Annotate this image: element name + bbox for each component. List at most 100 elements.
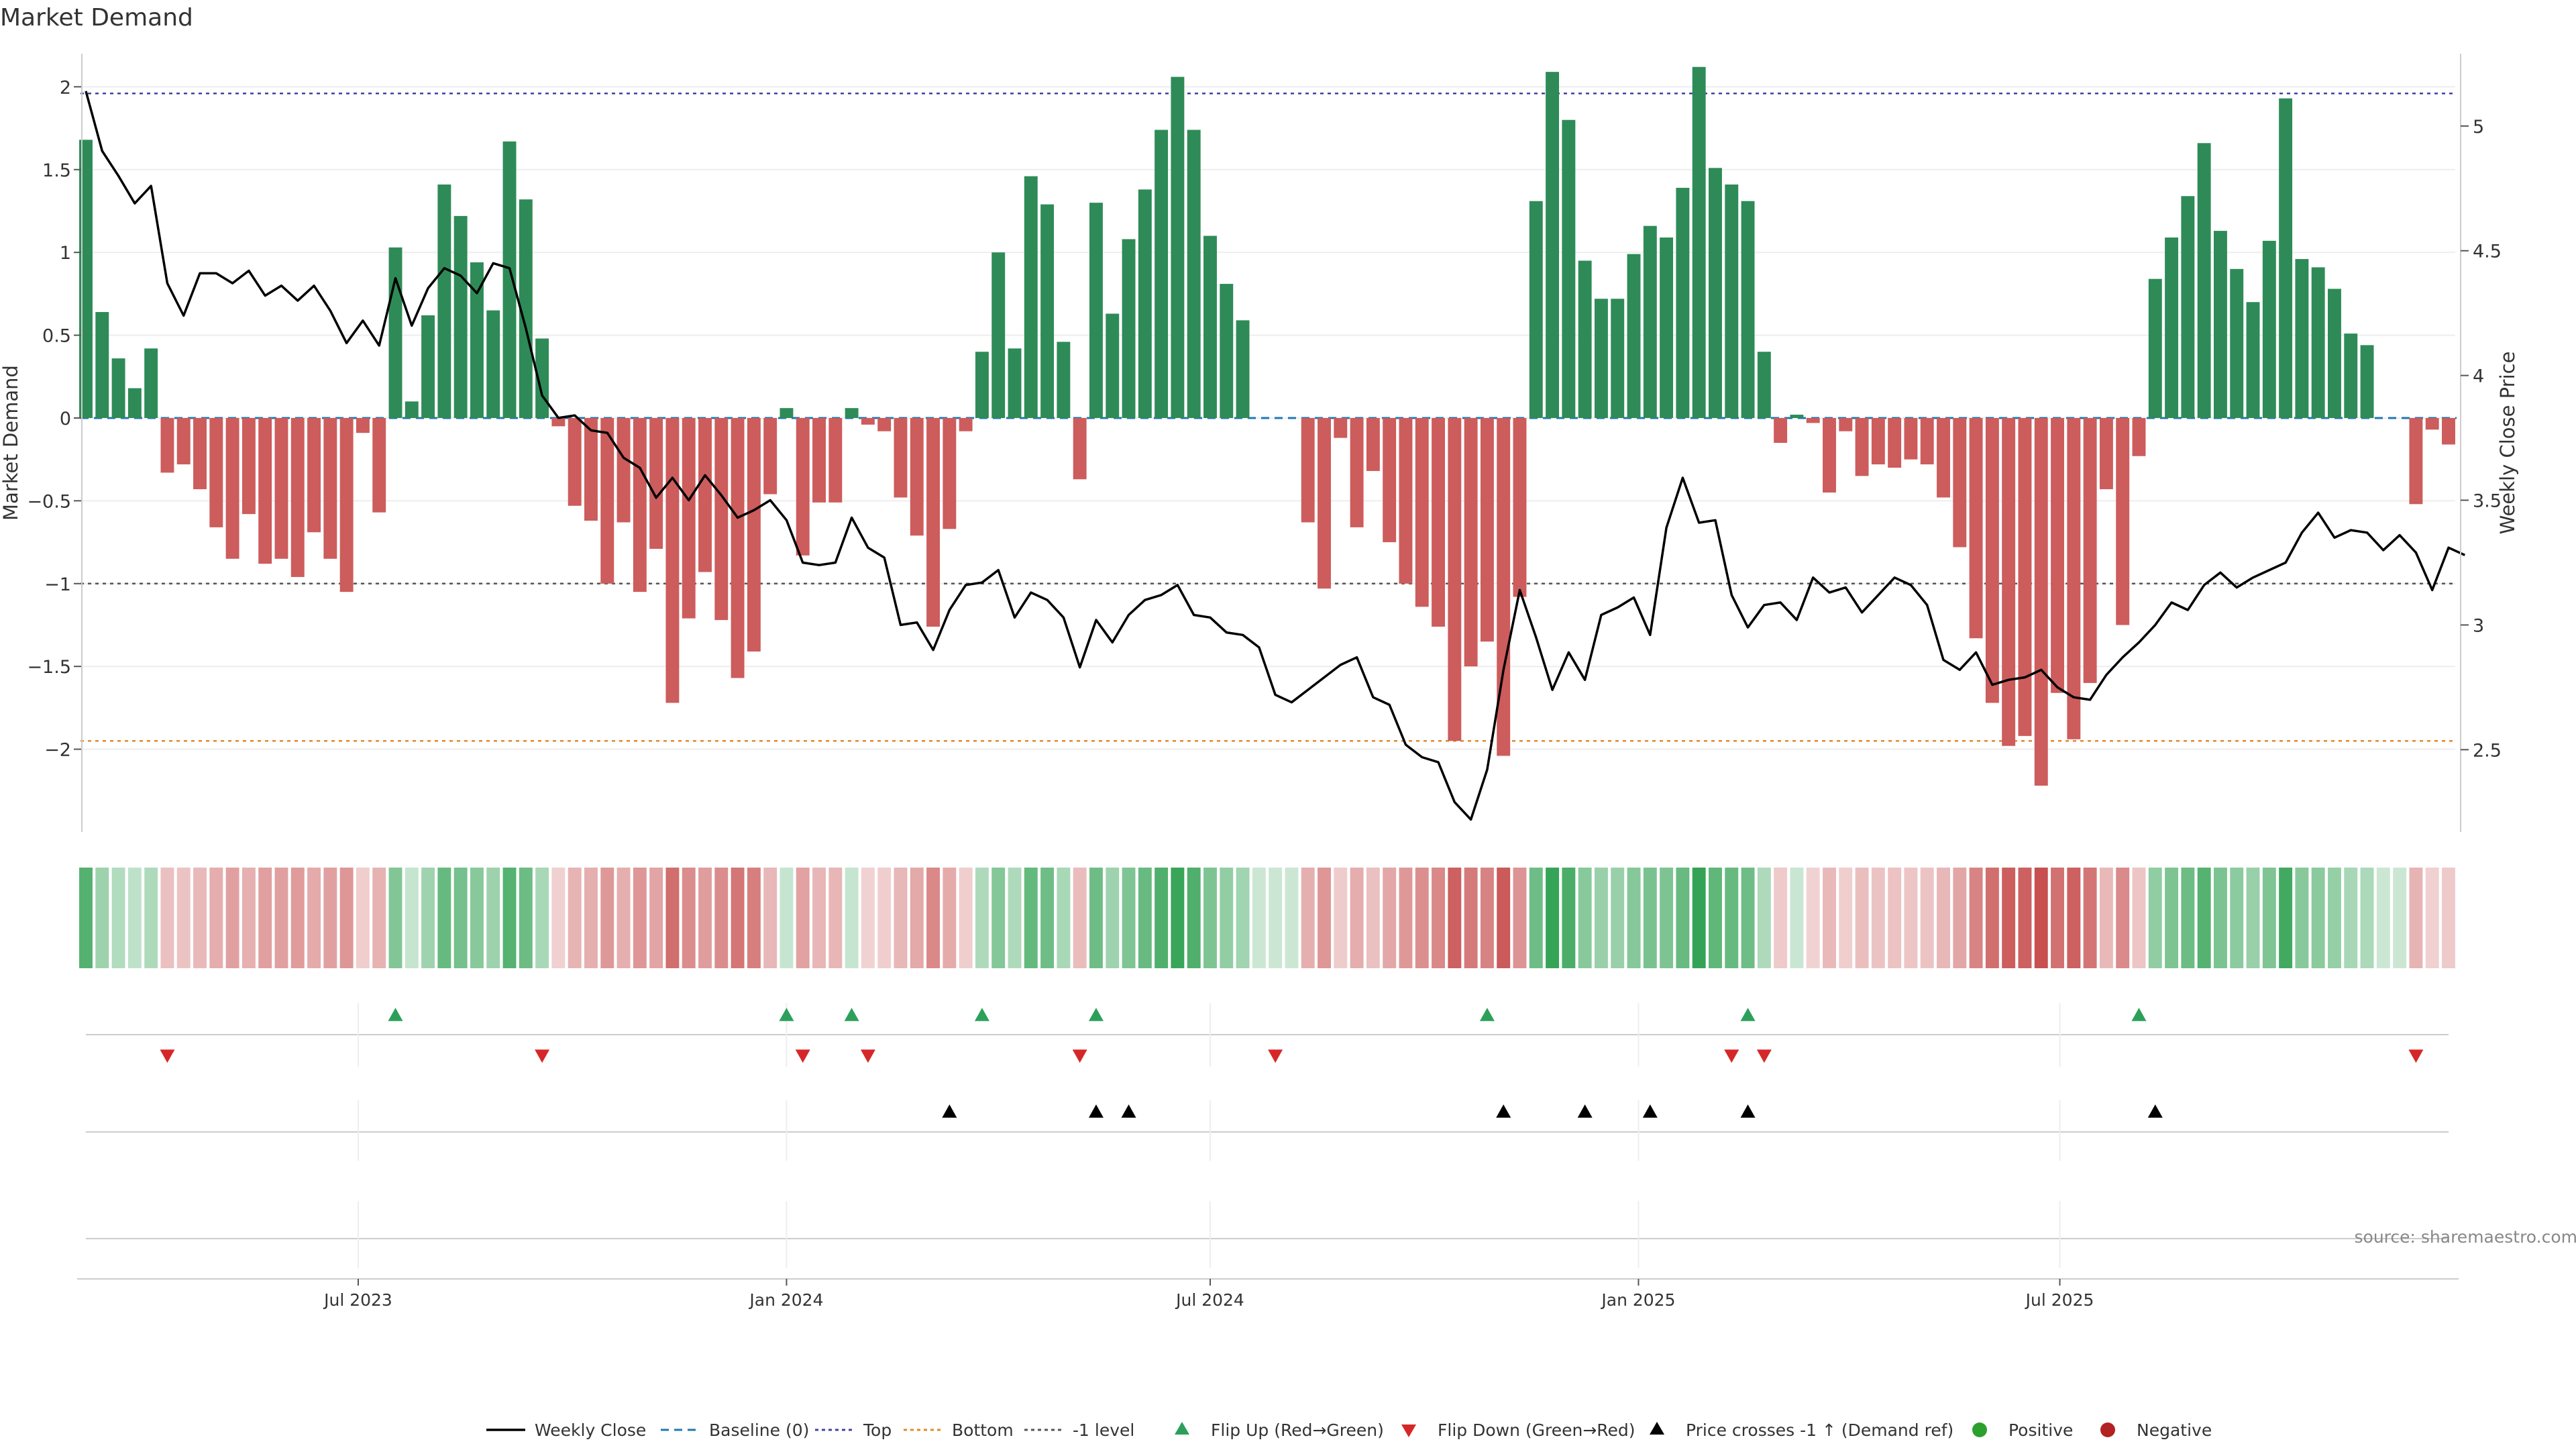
demand-bar — [128, 388, 142, 418]
x-tick-label: Jan 2024 — [748, 1290, 823, 1310]
demand-bar — [2100, 418, 2113, 489]
demand-bar — [1709, 168, 1722, 418]
demand-bar — [2067, 418, 2080, 739]
strip-cell — [340, 868, 354, 968]
demand-bar — [1660, 238, 1673, 418]
strip-cell — [1970, 868, 1983, 968]
strip-cell — [584, 868, 598, 968]
strip-cell — [1937, 868, 1950, 968]
demand-bar — [1448, 418, 1461, 741]
demand-bar — [551, 418, 565, 426]
demand-bar — [1073, 418, 1087, 479]
strip-cell — [1904, 868, 1917, 968]
demand-bar — [1057, 342, 1070, 418]
demand-bar — [1040, 205, 1054, 418]
strip-cell — [291, 868, 305, 968]
demand-bar — [2295, 259, 2308, 418]
x-tick-label: Jul 2023 — [323, 1290, 392, 1310]
strip-cell — [926, 868, 940, 968]
demand-bar — [209, 418, 223, 527]
demand-bar — [1888, 418, 1901, 468]
strip-cell — [2002, 868, 2015, 968]
y2-tick-label: 2.5 — [2473, 740, 2502, 761]
demand-bar — [926, 418, 940, 627]
strip-cell — [763, 868, 777, 968]
demand-bar — [95, 312, 109, 418]
strip-cell — [1383, 868, 1396, 968]
demand-bar — [291, 418, 305, 577]
strip-cell — [1839, 868, 1852, 968]
strip-cell — [389, 868, 402, 968]
demand-bar — [356, 418, 370, 433]
demand-bar — [1856, 418, 1869, 476]
strip-cell — [242, 868, 256, 968]
strip-cell — [1448, 868, 1461, 968]
strip-cell — [1709, 868, 1722, 968]
strip-cell — [1155, 868, 1168, 968]
demand-bar — [275, 418, 288, 559]
demand-bar — [2084, 418, 2097, 683]
strip-cell — [1187, 868, 1201, 968]
y-tick-label: −1 — [44, 574, 71, 595]
strip-cell — [2279, 868, 2292, 968]
demand-bar — [2051, 418, 2064, 693]
demand-bar — [2263, 241, 2276, 418]
demand-bar — [2181, 196, 2194, 418]
strip-cell — [1318, 868, 1331, 968]
legend-label: -1 level — [1073, 1420, 1134, 1440]
x-tick-label: Jul 2024 — [1175, 1290, 1244, 1310]
strip-cell — [959, 868, 973, 968]
strip-cell — [470, 868, 484, 968]
demand-bar — [405, 401, 419, 418]
strip-cell — [1350, 868, 1364, 968]
demand-bar — [2019, 418, 2032, 736]
strip-cell — [2181, 868, 2194, 968]
legend-label: Price crosses -1 ↑ (Demand ref) — [1686, 1420, 1953, 1440]
demand-bar — [307, 418, 321, 532]
strip-cell — [144, 868, 158, 968]
y-tick-label: −1.5 — [27, 657, 71, 678]
strip-cell — [2409, 868, 2422, 968]
strip-cell — [1122, 868, 1136, 968]
demand-bar — [584, 418, 598, 521]
strip-cell — [95, 868, 109, 968]
demand-bar — [2149, 279, 2162, 418]
strip-cell — [1334, 868, 1347, 968]
strip-cell — [1203, 868, 1217, 968]
strip-cell — [1481, 868, 1494, 968]
demand-bar — [1921, 418, 1934, 464]
strip-cell — [356, 868, 370, 968]
strip-cell — [682, 868, 696, 968]
strip-cell — [1497, 868, 1510, 968]
y-tick-label: 0.5 — [42, 326, 71, 347]
demand-bar — [1383, 418, 1396, 542]
demand-bar — [1138, 189, 1152, 418]
strip-cell — [177, 868, 191, 968]
y-tick-label: 1.5 — [42, 160, 71, 181]
legend-item: Price crosses -1 ↑ (Demand ref) — [1650, 1420, 1953, 1440]
demand-bar — [633, 418, 647, 592]
demand-bar — [1155, 130, 1168, 418]
demand-bar — [503, 142, 517, 418]
strip-cell — [698, 868, 712, 968]
strip-cell — [1399, 868, 1413, 968]
demand-bar — [731, 418, 745, 678]
demand-bar — [845, 408, 859, 418]
strip-cell — [910, 868, 924, 968]
strip-cell — [568, 868, 582, 968]
strip-cell — [1432, 868, 1445, 968]
strip-cell — [1366, 868, 1380, 968]
demand-bar — [910, 418, 924, 535]
demand-bar — [1970, 418, 1983, 638]
demand-bar — [861, 418, 875, 425]
strip-cell — [405, 868, 419, 968]
strip-cell — [1546, 868, 1559, 968]
demand-bar — [1693, 67, 1706, 418]
demand-bar — [177, 418, 191, 464]
strip-cell — [600, 868, 614, 968]
demand-bar — [1611, 299, 1624, 418]
demand-bar — [894, 418, 908, 497]
demand-bar — [372, 418, 386, 513]
demand-bar — [1171, 77, 1184, 418]
demand-bar — [1334, 418, 1347, 438]
